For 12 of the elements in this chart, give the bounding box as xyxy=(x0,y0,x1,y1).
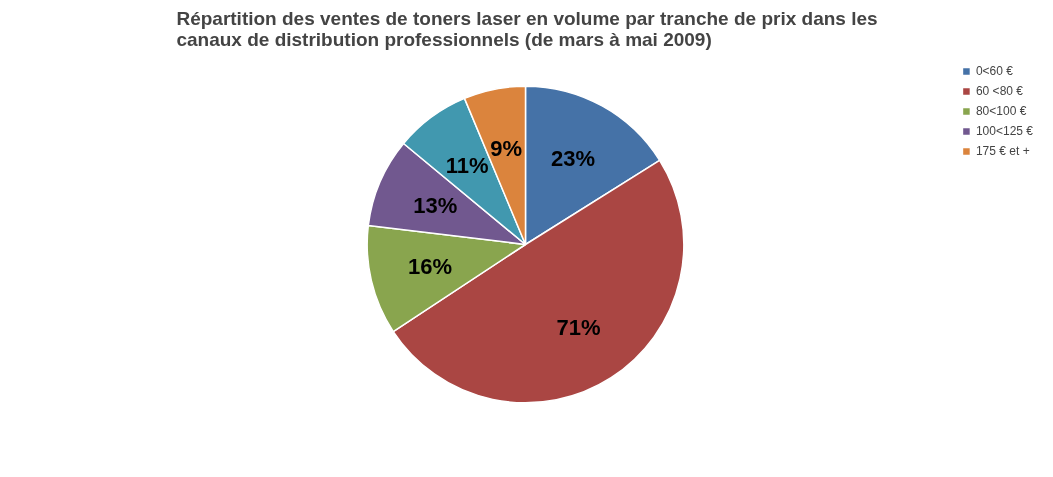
legend-label: 175 € et + xyxy=(975,144,1030,158)
data-label: 13% xyxy=(413,193,458,219)
data-label: 11% xyxy=(445,153,489,179)
legend-label: 100<125 € xyxy=(975,124,1033,138)
chart-title: Répartition des ventes de toners laser en volume par tranche de prix dans les canaux de distribution professionnels (de mars à mai 2009) xyxy=(176,7,878,50)
data-label: 9% xyxy=(490,135,523,161)
legend-label: 0<60 € xyxy=(975,64,1013,78)
data-label: 23% xyxy=(551,146,596,172)
legend-label: 80<100 € xyxy=(975,104,1027,118)
data-label: 71% xyxy=(556,314,601,340)
legend-label: 60 <80 € xyxy=(975,84,1023,98)
data-label: 16% xyxy=(407,254,452,280)
